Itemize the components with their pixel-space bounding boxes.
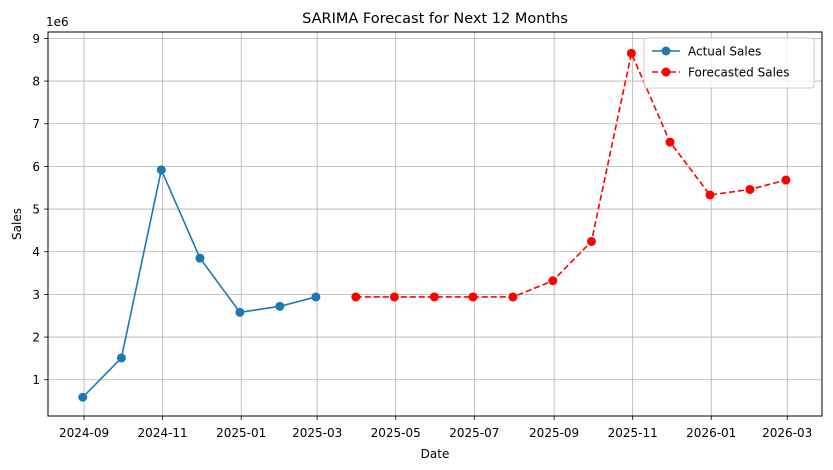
x-tick-label: 2025-05 xyxy=(371,426,421,440)
y-tick-label: 9 xyxy=(32,32,40,46)
y-tick-label: 5 xyxy=(32,203,40,217)
forecasted-sales-point xyxy=(626,48,636,58)
x-tick-label: 2026-03 xyxy=(762,426,812,440)
actual-sales-point xyxy=(235,307,245,317)
series-layer xyxy=(78,48,791,402)
forecasted-sales-point xyxy=(468,292,478,302)
legend-forecasted-sales-marker xyxy=(661,67,671,77)
actual-sales-point xyxy=(116,353,126,363)
x-tick-label: 2025-01 xyxy=(216,426,266,440)
actual-sales-line xyxy=(82,169,317,398)
x-axis-label: Date xyxy=(421,447,450,461)
legend: Actual Sales Forecasted Sales xyxy=(643,37,815,89)
x-tick-label: 2024-09 xyxy=(59,426,109,440)
forecasted-sales-point xyxy=(429,292,439,302)
actual-sales-point xyxy=(78,392,88,402)
x-tick-label: 2025-03 xyxy=(292,426,342,440)
ticks: 2024-09 2024-11 2025-01 2025-03 2025-05 2025-… xyxy=(32,32,812,440)
y-tick-label: 7 xyxy=(32,117,40,131)
grid xyxy=(48,32,822,416)
legend-actual-sales-label: Actual Sales xyxy=(688,45,761,59)
y-tick-label: 8 xyxy=(32,75,40,89)
actual-sales-point xyxy=(311,292,321,302)
actual-sales-point xyxy=(275,301,285,311)
y-tick-label: 4 xyxy=(32,245,40,259)
y-tick-label: 3 xyxy=(32,288,40,302)
x-tick-label: 2025-07 xyxy=(449,426,499,440)
forecasted-sales-line xyxy=(355,52,787,298)
actual-sales-point xyxy=(156,165,166,175)
forecasted-sales-point xyxy=(705,190,715,200)
plot-frame xyxy=(47,31,823,417)
forecasted-sales-point xyxy=(389,292,399,302)
actual-sales-point xyxy=(195,253,205,263)
y-tick-label: 6 xyxy=(32,160,40,174)
forecasted-sales-point xyxy=(781,175,791,185)
x-tick-label: 2026-01 xyxy=(686,426,736,440)
forecasted-sales-point xyxy=(351,292,361,302)
x-tick-label: 2025-11 xyxy=(608,426,658,440)
legend-box xyxy=(643,37,815,89)
forecasted-sales-point xyxy=(508,292,518,302)
forecasted-sales-point xyxy=(548,276,558,286)
y-axis-offset-label: 1e6 xyxy=(46,15,69,29)
legend-forecasted-sales-label: Forecasted Sales xyxy=(688,66,790,80)
forecasted-sales-point xyxy=(745,184,755,194)
x-tick-label: 2024-11 xyxy=(138,426,188,440)
y-tick-label: 1 xyxy=(32,373,40,387)
forecasted-sales-point xyxy=(665,137,675,147)
y-tick-label: 2 xyxy=(32,331,40,345)
legend-actual-sales-marker xyxy=(661,46,671,56)
forecasted-sales-point xyxy=(586,236,596,246)
x-tick-label: 2025-09 xyxy=(529,426,579,440)
y-axis-label: Sales xyxy=(10,208,24,240)
chart-title: SARIMA Forecast for Next 12 Months xyxy=(302,11,568,27)
